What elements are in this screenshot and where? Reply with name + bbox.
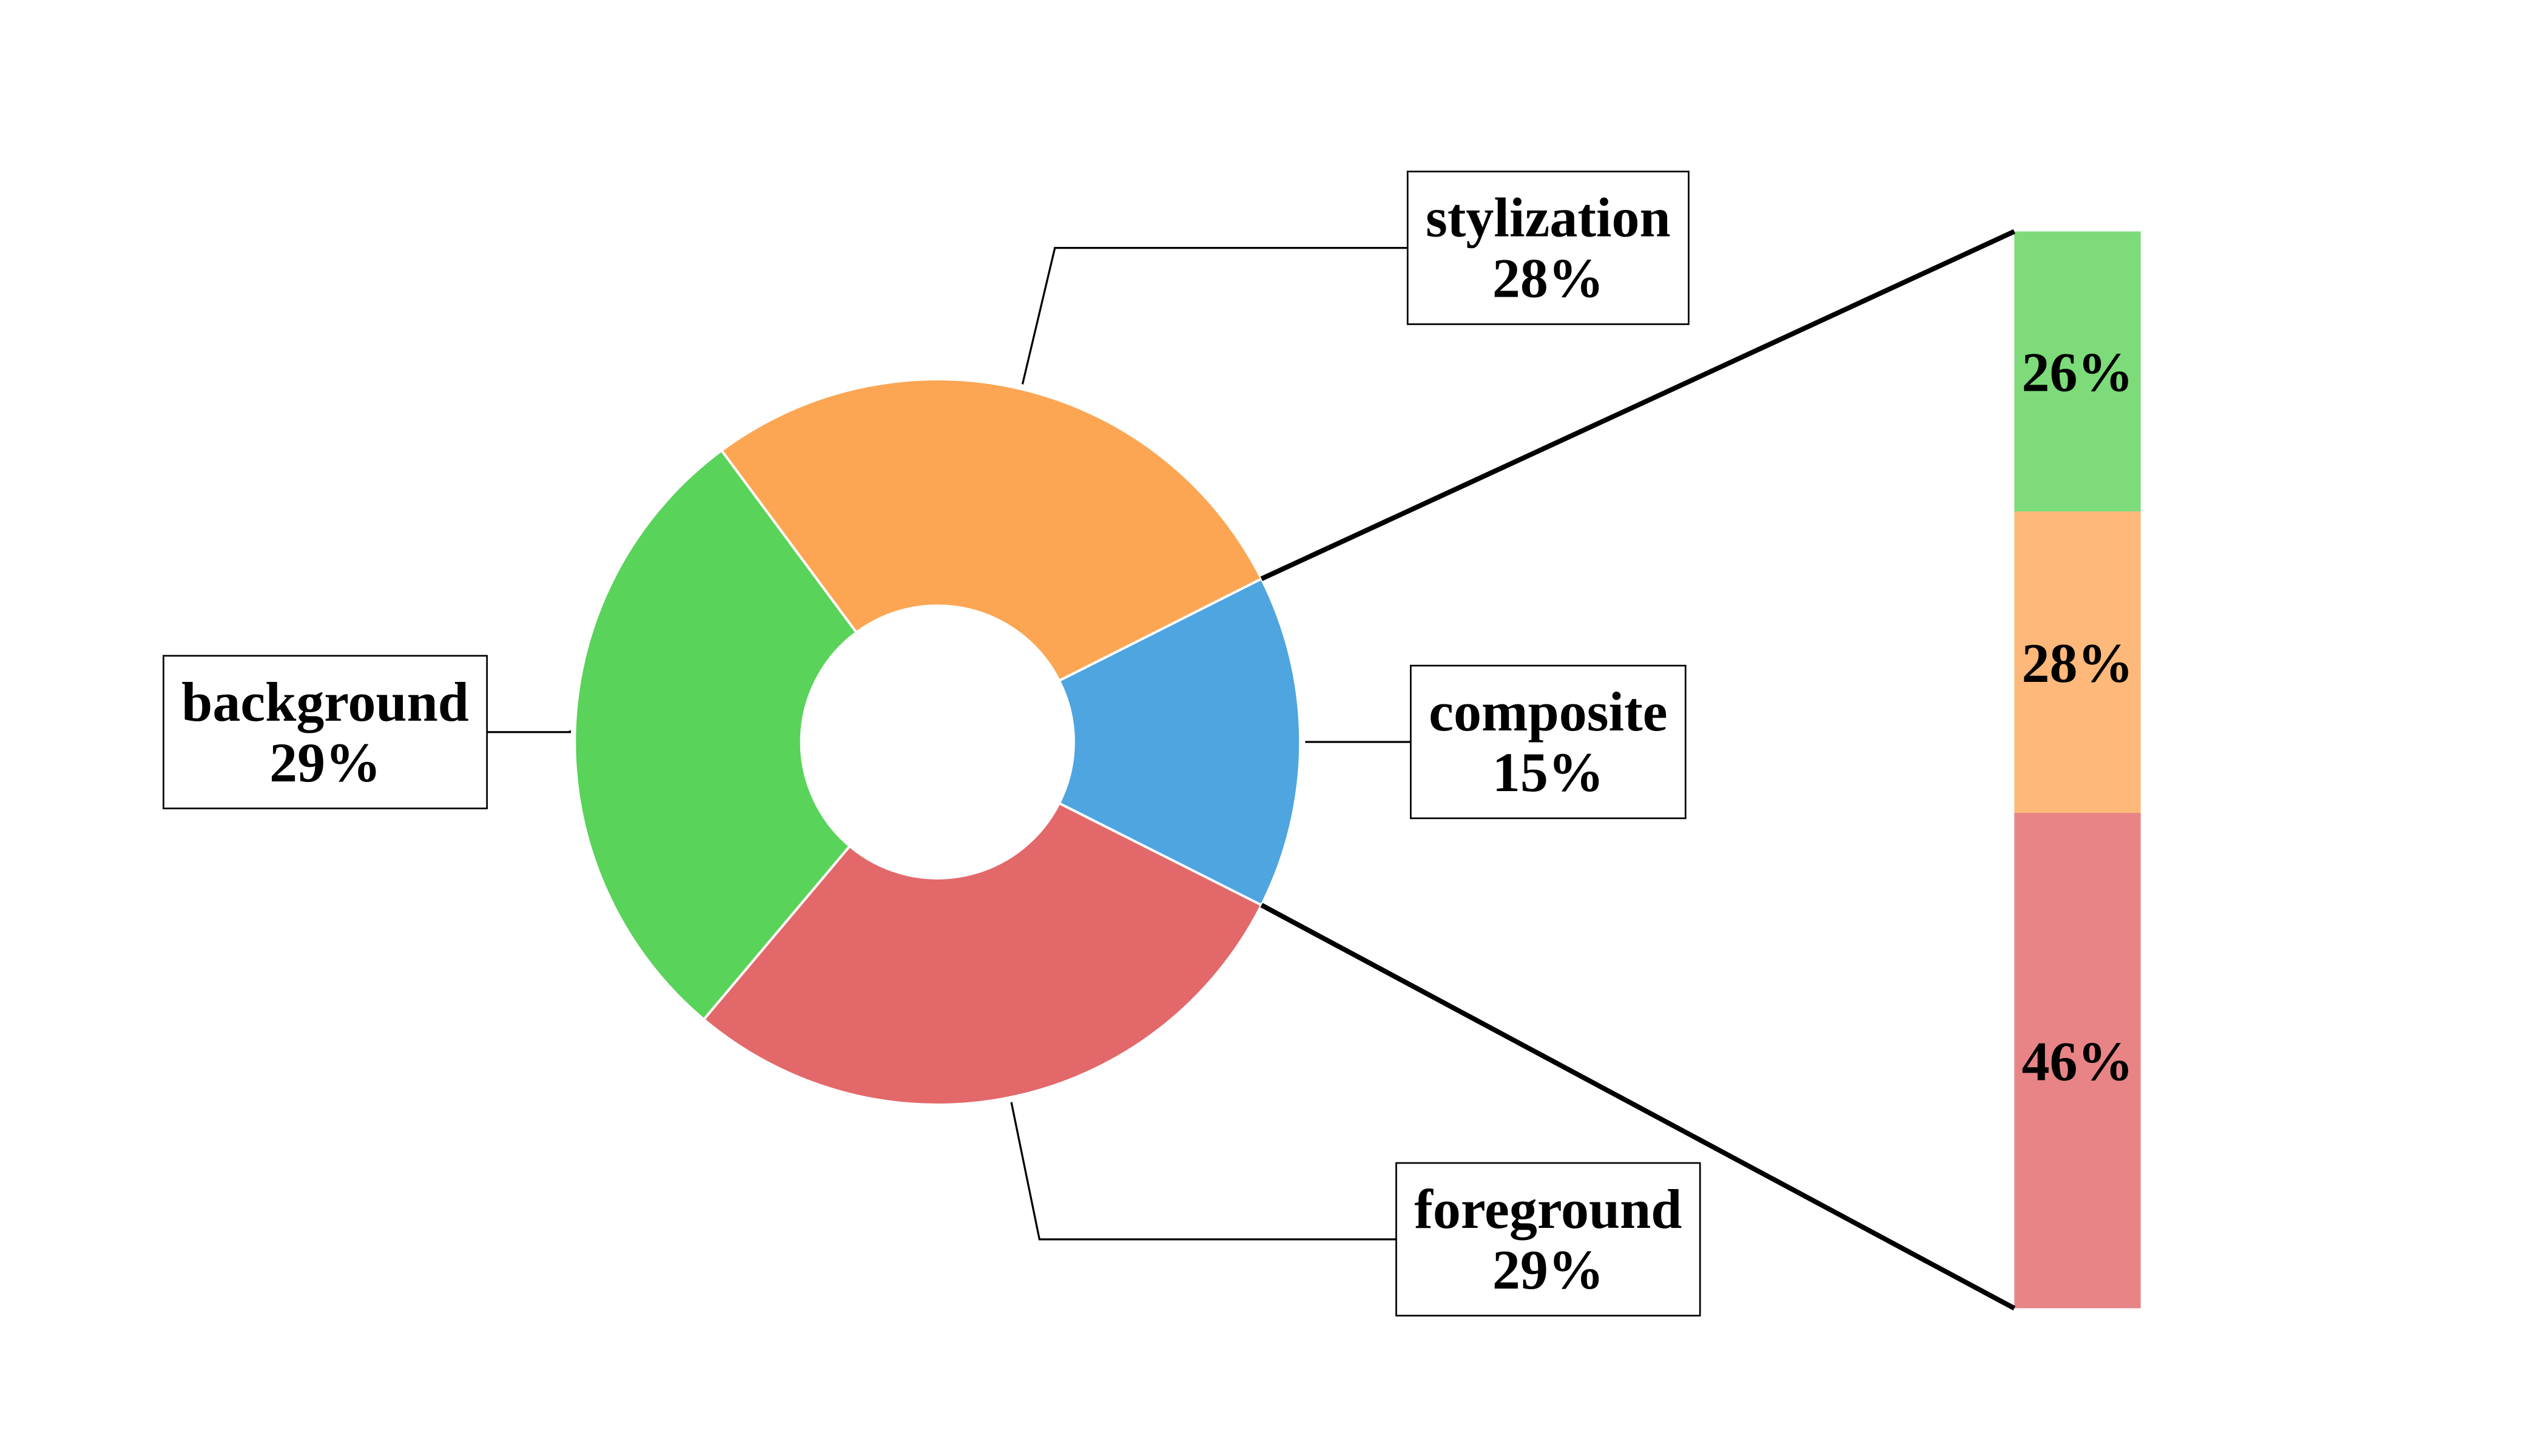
value-label: 29% (269, 732, 381, 794)
bar-segment (2014, 231, 2141, 512)
slice-label-text: stylization 28% (1426, 187, 1671, 309)
label-box (1410, 664, 1687, 820)
category-label: stylization (1426, 187, 1671, 249)
connector-line (1260, 229, 2015, 581)
value-label: 26% (2021, 342, 2133, 403)
category-label: foreground (1414, 1178, 1682, 1240)
slice-label-text: foreground 29% (1414, 1178, 1682, 1301)
slice-label-text: background 29% (181, 671, 469, 794)
slice-label-text: composite 15% (1429, 681, 1667, 803)
value-label: 15% (1492, 741, 1604, 803)
value-label: 28% (2021, 632, 2133, 694)
slice-label: foreground 29% (1395, 1162, 1701, 1317)
slice-label: background 29% (163, 655, 488, 809)
value-label: 46% (2021, 1031, 2133, 1093)
leader-line (1010, 1102, 1397, 1241)
donut-slice (1057, 577, 1302, 907)
value-label: 28% (1492, 248, 1604, 309)
leader-line (1021, 246, 1408, 385)
slice-label: composite 15% (1410, 664, 1687, 820)
connector-line (1260, 903, 2016, 1311)
slice-label: stylization 28% (1406, 170, 1690, 325)
donut-slice (573, 448, 858, 1022)
value-label: 29% (1492, 1239, 1604, 1301)
donut-slice (720, 378, 1264, 682)
bar-segment (2014, 812, 2141, 1309)
donut-slice (702, 801, 1264, 1106)
bar-segment (2014, 511, 2141, 813)
category-label: composite (1429, 681, 1667, 743)
leader-line (487, 730, 571, 733)
category-label: background (181, 671, 469, 733)
